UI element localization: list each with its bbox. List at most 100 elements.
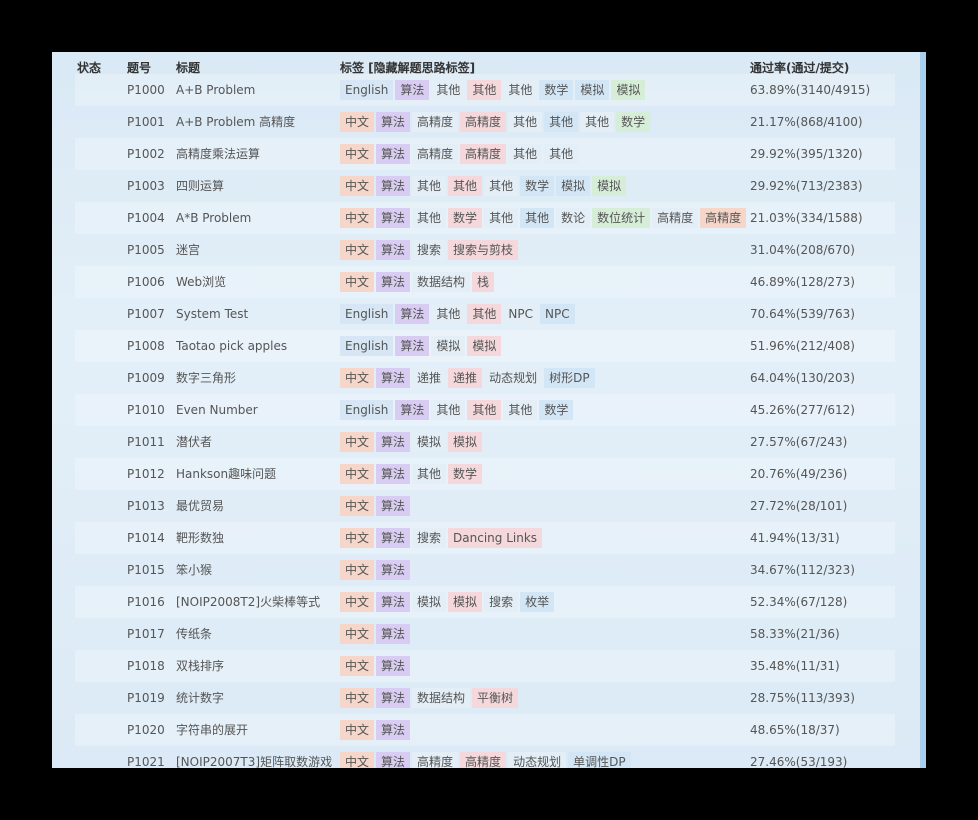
tag[interactable]: 其他 (508, 144, 543, 164)
problem-title[interactable]: 最优贸易 (176, 499, 225, 513)
tag[interactable]: 其他 (503, 400, 538, 420)
problem-title[interactable]: 迷宫 (176, 243, 201, 257)
problem-id[interactable]: P1012 (127, 467, 165, 481)
tag[interactable]: 模拟 (431, 336, 466, 356)
problem-id[interactable]: P1005 (127, 243, 165, 257)
tag[interactable]: 递推 (448, 368, 483, 388)
tag[interactable]: 其他 (448, 176, 483, 196)
tag[interactable]: 其他 (544, 112, 579, 132)
tag[interactable]: 动态规划 (484, 368, 543, 388)
problem-title[interactable]: A+B Problem (176, 83, 256, 97)
tag[interactable]: 其他 (431, 400, 466, 420)
tag[interactable]: 中文 (340, 656, 375, 676)
problem-title[interactable]: 靶形数独 (176, 531, 225, 545)
tag[interactable]: 算法 (376, 496, 411, 516)
tag[interactable]: 中文 (340, 720, 375, 740)
tag[interactable]: 其他 (412, 176, 447, 196)
problem-id[interactable]: P1008 (127, 339, 165, 353)
tag[interactable]: 算法 (376, 176, 411, 196)
problem-title[interactable]: A*B Problem (176, 211, 252, 225)
tag[interactable]: 栈 (472, 272, 495, 292)
tag[interactable]: 算法 (376, 368, 411, 388)
problem-title[interactable]: 统计数字 (176, 691, 225, 705)
tag[interactable]: 其他 (412, 208, 447, 228)
problem-title[interactable]: 四则运算 (176, 179, 225, 193)
tag[interactable]: 数据结构 (412, 688, 471, 708)
problem-title[interactable]: A+B Problem 高精度 (176, 115, 296, 129)
tag[interactable]: 数学 (448, 208, 483, 228)
problem-id[interactable]: P1010 (127, 403, 165, 417)
problem-id[interactable]: P1003 (127, 179, 165, 193)
tag[interactable]: 高精度 (460, 112, 507, 132)
tag[interactable]: 模拟 (448, 592, 483, 612)
tag[interactable]: 其他 (544, 144, 579, 164)
tag[interactable]: 高精度 (460, 144, 507, 164)
tag[interactable]: 算法 (395, 80, 430, 100)
tag[interactable]: 其他 (467, 304, 502, 324)
tag[interactable]: 中文 (340, 432, 375, 452)
problem-title[interactable]: 高精度乘法运算 (176, 147, 261, 161)
tag[interactable]: 中文 (340, 560, 375, 580)
tag[interactable]: 其他 (431, 304, 466, 324)
tag[interactable]: 数学 (616, 112, 651, 132)
problem-id[interactable]: P1007 (127, 307, 165, 321)
tag[interactable]: 中文 (340, 176, 375, 196)
tag[interactable]: 递推 (412, 368, 447, 388)
tag[interactable]: 模拟 (611, 80, 646, 100)
tag[interactable]: 中文 (340, 528, 375, 548)
problem-title[interactable]: Taotao pick apples (176, 339, 288, 353)
problem-id[interactable]: P1018 (127, 659, 165, 673)
tag[interactable]: 算法 (376, 464, 411, 484)
tag[interactable]: 其他 (467, 80, 502, 100)
tag[interactable]: 中文 (340, 272, 375, 292)
tag[interactable]: 搜索 (484, 592, 519, 612)
tag[interactable]: 中文 (340, 752, 375, 768)
problem-title[interactable]: 数字三角形 (176, 371, 237, 385)
tag[interactable]: 其他 (580, 112, 615, 132)
tag[interactable]: 算法 (376, 720, 411, 740)
tag[interactable]: 高精度 (460, 752, 507, 768)
tag[interactable]: 算法 (376, 656, 411, 676)
tag[interactable]: Dancing Links (448, 528, 543, 548)
tag[interactable]: 数位统计 (592, 208, 651, 228)
problem-title[interactable]: 双栈排序 (176, 659, 225, 673)
tag[interactable]: 中文 (340, 592, 375, 612)
tag[interactable]: 数学 (539, 80, 574, 100)
problem-title[interactable]: Web浏览 (176, 275, 227, 289)
tag[interactable]: 其他 (412, 464, 447, 484)
tag[interactable]: 算法 (376, 240, 411, 260)
tag[interactable]: 模拟 (412, 592, 447, 612)
tag[interactable]: 其他 (467, 400, 502, 420)
tag[interactable]: 高精度 (412, 144, 459, 164)
problem-id[interactable]: P1019 (127, 691, 165, 705)
problem-title[interactable]: 潜伏者 (176, 435, 213, 449)
problem-id[interactable]: P1002 (127, 147, 165, 161)
tag[interactable]: 算法 (376, 688, 411, 708)
tag[interactable]: 模拟 (592, 176, 627, 196)
tag[interactable]: 中文 (340, 240, 375, 260)
problem-id[interactable]: P1004 (127, 211, 165, 225)
problem-title[interactable]: [NOIP2008T2]火柴棒等式 (176, 595, 321, 609)
tag[interactable]: 高精度 (412, 752, 459, 768)
tag[interactable]: 搜索 (412, 528, 447, 548)
tag[interactable]: 中文 (340, 496, 375, 516)
tag[interactable]: 中文 (340, 144, 375, 164)
tag[interactable]: 模拟 (448, 432, 483, 452)
tag[interactable]: 数学 (539, 400, 574, 420)
problem-id[interactable]: P1021 (127, 755, 165, 768)
problem-id[interactable]: P1013 (127, 499, 165, 513)
tag[interactable]: 高精度 (652, 208, 699, 228)
problem-id[interactable]: P1009 (127, 371, 165, 385)
tag[interactable]: 高精度 (700, 208, 747, 228)
tag[interactable]: 其他 (484, 176, 519, 196)
tag[interactable]: 其他 (503, 80, 538, 100)
tag[interactable]: English (340, 304, 394, 324)
problem-id[interactable]: P1017 (127, 627, 165, 641)
problem-title[interactable]: 传纸条 (176, 627, 213, 641)
tag[interactable]: 数学 (520, 176, 555, 196)
header-tags[interactable]: 标签 [隐藏解题思路标签] (340, 61, 476, 75)
tag[interactable]: NPC (539, 304, 575, 324)
problem-id[interactable]: P1011 (127, 435, 165, 449)
problem-title[interactable]: 字符串的展开 (176, 723, 249, 737)
tag[interactable]: 其他 (484, 208, 519, 228)
